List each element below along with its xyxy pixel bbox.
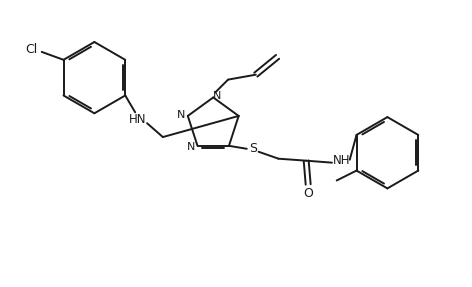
Text: S: S — [249, 142, 257, 155]
Text: N: N — [186, 142, 195, 152]
Text: Cl: Cl — [25, 43, 38, 57]
Text: N: N — [177, 110, 185, 120]
Text: HN: HN — [128, 113, 146, 126]
Text: N: N — [213, 92, 221, 102]
Text: NH: NH — [333, 154, 351, 167]
Text: O: O — [303, 187, 313, 200]
